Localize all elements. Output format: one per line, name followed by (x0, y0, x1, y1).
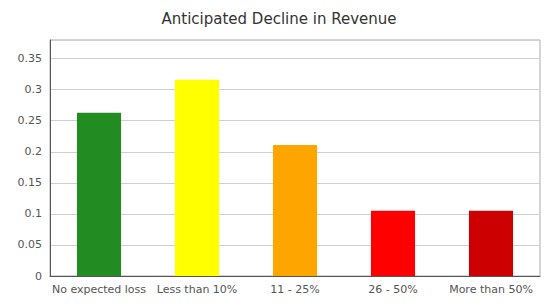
svg-text:Less than 10%: Less than 10% (157, 283, 238, 296)
svg-text:0.2: 0.2 (25, 145, 43, 158)
svg-text:0.35: 0.35 (18, 52, 43, 65)
svg-text:26 - 50%: 26 - 50% (368, 283, 417, 296)
svg-text:0.25: 0.25 (18, 114, 43, 127)
svg-text:No expected loss: No expected loss (52, 283, 146, 296)
svg-text:0.3: 0.3 (25, 83, 43, 96)
svg-text:Anticipated Decline in Revenue: Anticipated Decline in Revenue (162, 10, 397, 28)
svg-text:0.15: 0.15 (18, 176, 43, 189)
svg-text:0.05: 0.05 (18, 238, 43, 251)
svg-text:11 - 25%: 11 - 25% (270, 283, 319, 296)
svg-text:0.1: 0.1 (25, 207, 43, 220)
svg-text:0: 0 (35, 270, 42, 283)
svg-text:More than 50%: More than 50% (449, 283, 533, 296)
